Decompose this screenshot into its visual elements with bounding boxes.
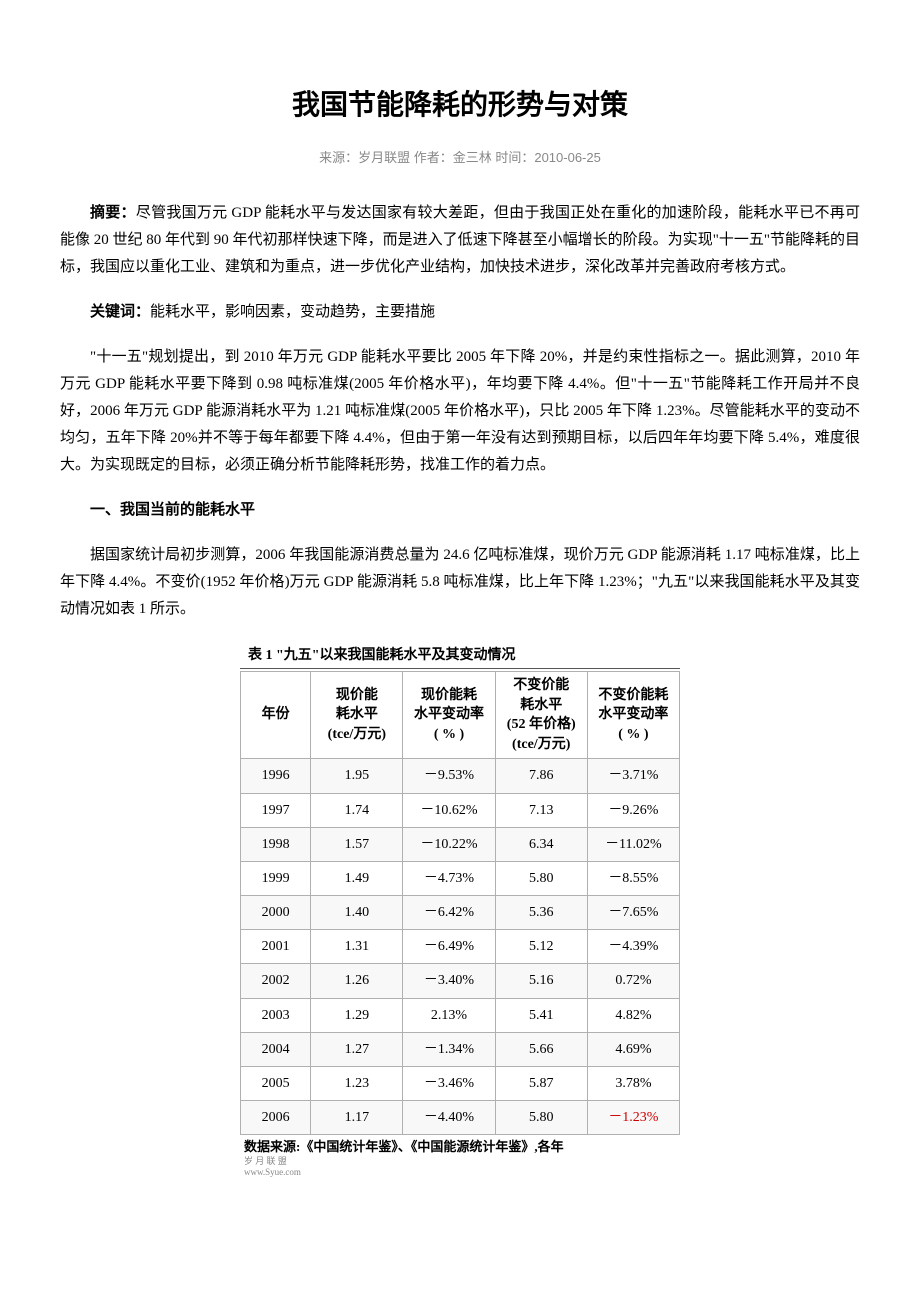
table-cell: 2006 bbox=[241, 1101, 311, 1135]
table-row: 20061.17－4.40%5.80－1.23% bbox=[241, 1101, 680, 1135]
table-1: 年份 现价能耗水平(tce/万元) 现价能耗水平变动率( % ) 不变价能耗水平… bbox=[240, 671, 680, 1135]
table-source: 数据来源:《中国统计年鉴》、《中国能源统计年鉴》,各年 bbox=[240, 1139, 680, 1156]
table-cell: 1.40 bbox=[311, 896, 403, 930]
table-row: 20001.40－6.42%5.36－7.65% bbox=[241, 896, 680, 930]
table-cell: －10.22% bbox=[403, 827, 495, 861]
table-cell: 7.86 bbox=[495, 759, 587, 793]
table-cell: 0.72% bbox=[587, 964, 679, 998]
table-cell: －3.40% bbox=[403, 964, 495, 998]
table-cell: 4.82% bbox=[587, 998, 679, 1032]
table-cell: 2004 bbox=[241, 1032, 311, 1066]
table-cell: －6.42% bbox=[403, 896, 495, 930]
table-cell: 1.95 bbox=[311, 759, 403, 793]
table-cell: 2003 bbox=[241, 998, 311, 1032]
table-cell: 6.34 bbox=[495, 827, 587, 861]
table-cell: 5.66 bbox=[495, 1032, 587, 1066]
table-cell: 1996 bbox=[241, 759, 311, 793]
table-cell: －6.49% bbox=[403, 930, 495, 964]
keywords-label: 关键词： bbox=[90, 304, 150, 320]
table-cell: 4.69% bbox=[587, 1032, 679, 1066]
table-cell: 2.13% bbox=[403, 998, 495, 1032]
document-title: 我国节能降耗的形势与对策 bbox=[60, 80, 860, 130]
table-cell: 1.57 bbox=[311, 827, 403, 861]
table-cell: 1.29 bbox=[311, 998, 403, 1032]
table-cell: －7.65% bbox=[587, 896, 679, 930]
table-cell: 2000 bbox=[241, 896, 311, 930]
table-row: 20051.23－3.46%5.873.78% bbox=[241, 1067, 680, 1101]
table-cell: 5.87 bbox=[495, 1067, 587, 1101]
table-cell: 1.23 bbox=[311, 1067, 403, 1101]
table-cell: 1.74 bbox=[311, 793, 403, 827]
abstract-label: 摘要： bbox=[90, 205, 136, 221]
table-cell: 5.80 bbox=[495, 1101, 587, 1135]
table-cell: 5.16 bbox=[495, 964, 587, 998]
table-cell: 7.13 bbox=[495, 793, 587, 827]
table-cell: －3.46% bbox=[403, 1067, 495, 1101]
table-cell: －9.26% bbox=[587, 793, 679, 827]
table-cell: －1.23% bbox=[587, 1101, 679, 1135]
table-cell: 5.36 bbox=[495, 896, 587, 930]
table-cell: 2001 bbox=[241, 930, 311, 964]
table-1-wrapper: 表 1 "九五"以来我国能耗水平及其变动情况 年份 现价能耗水平(tce/万元)… bbox=[240, 643, 680, 1178]
table-cell: 5.80 bbox=[495, 861, 587, 895]
keywords-text: 能耗水平，影响因素，变动趋势，主要措施 bbox=[150, 304, 435, 320]
table-body: 19961.95－9.53%7.86－3.71%19971.74－10.62%7… bbox=[241, 759, 680, 1135]
table-1-title: 表 1 "九五"以来我国能耗水平及其变动情况 bbox=[240, 643, 680, 669]
table-cell: －11.02% bbox=[587, 827, 679, 861]
col-header-constant-level: 不变价能耗水平(52 年价格)(tce/万元) bbox=[495, 671, 587, 758]
section-1-heading: 一、我国当前的能耗水平 bbox=[60, 497, 860, 524]
table-row: 20011.31－6.49%5.12－4.39% bbox=[241, 930, 680, 964]
document-meta: 来源：岁月联盟 作者：金三林 时间：2010-06-25 bbox=[60, 146, 860, 169]
table-cell: －1.34% bbox=[403, 1032, 495, 1066]
table-row: 19991.49－4.73%5.80－8.55% bbox=[241, 861, 680, 895]
table-cell: －8.55% bbox=[587, 861, 679, 895]
table-cell: 2005 bbox=[241, 1067, 311, 1101]
section-1-paragraph: 据国家统计局初步测算，2006 年我国能源消费总量为 24.6 亿吨标准煤，现价… bbox=[60, 542, 860, 623]
table-cell: 1.31 bbox=[311, 930, 403, 964]
table-cell: 1.27 bbox=[311, 1032, 403, 1066]
table-cell: 2002 bbox=[241, 964, 311, 998]
table-cell: 1.49 bbox=[311, 861, 403, 895]
watermark-2: www.Syue.com bbox=[240, 1167, 680, 1178]
col-header-constant-rate: 不变价能耗水平变动率( % ) bbox=[587, 671, 679, 758]
col-header-current-level: 现价能耗水平(tce/万元) bbox=[311, 671, 403, 758]
table-row: 20021.26－3.40%5.160.72% bbox=[241, 964, 680, 998]
table-cell: 3.78% bbox=[587, 1067, 679, 1101]
table-row: 20041.27－1.34%5.664.69% bbox=[241, 1032, 680, 1066]
abstract-para: 摘要：尽管我国万元 GDP 能耗水平与发达国家有较大差距，但由于我国正处在重化的… bbox=[60, 200, 860, 281]
table-cell: －3.71% bbox=[587, 759, 679, 793]
col-header-current-rate: 现价能耗水平变动率( % ) bbox=[403, 671, 495, 758]
table-cell: －4.39% bbox=[587, 930, 679, 964]
table-cell: 5.12 bbox=[495, 930, 587, 964]
table-row: 19981.57－10.22%6.34－11.02% bbox=[241, 827, 680, 861]
table-cell: 1998 bbox=[241, 827, 311, 861]
table-cell: 1997 bbox=[241, 793, 311, 827]
col-header-year: 年份 bbox=[241, 671, 311, 758]
table-cell: －9.53% bbox=[403, 759, 495, 793]
table-row: 19971.74－10.62%7.13－9.26% bbox=[241, 793, 680, 827]
table-header-row: 年份 现价能耗水平(tce/万元) 现价能耗水平变动率( % ) 不变价能耗水平… bbox=[241, 671, 680, 758]
table-cell: －4.40% bbox=[403, 1101, 495, 1135]
keywords-para: 关键词：能耗水平，影响因素，变动趋势，主要措施 bbox=[60, 299, 860, 326]
table-row: 19961.95－9.53%7.86－3.71% bbox=[241, 759, 680, 793]
intro-paragraph: "十一五"规划提出，到 2010 年万元 GDP 能耗水平要比 2005 年下降… bbox=[60, 344, 860, 479]
watermark-1: 岁 月 联 盟 bbox=[240, 1156, 680, 1167]
table-row: 20031.292.13%5.414.82% bbox=[241, 998, 680, 1032]
abstract-text: 尽管我国万元 GDP 能耗水平与发达国家有较大差距，但由于我国正处在重化的加速阶… bbox=[60, 205, 860, 275]
table-cell: －4.73% bbox=[403, 861, 495, 895]
table-cell: －10.62% bbox=[403, 793, 495, 827]
table-cell: 1999 bbox=[241, 861, 311, 895]
table-cell: 1.26 bbox=[311, 964, 403, 998]
table-cell: 1.17 bbox=[311, 1101, 403, 1135]
table-cell: 5.41 bbox=[495, 998, 587, 1032]
